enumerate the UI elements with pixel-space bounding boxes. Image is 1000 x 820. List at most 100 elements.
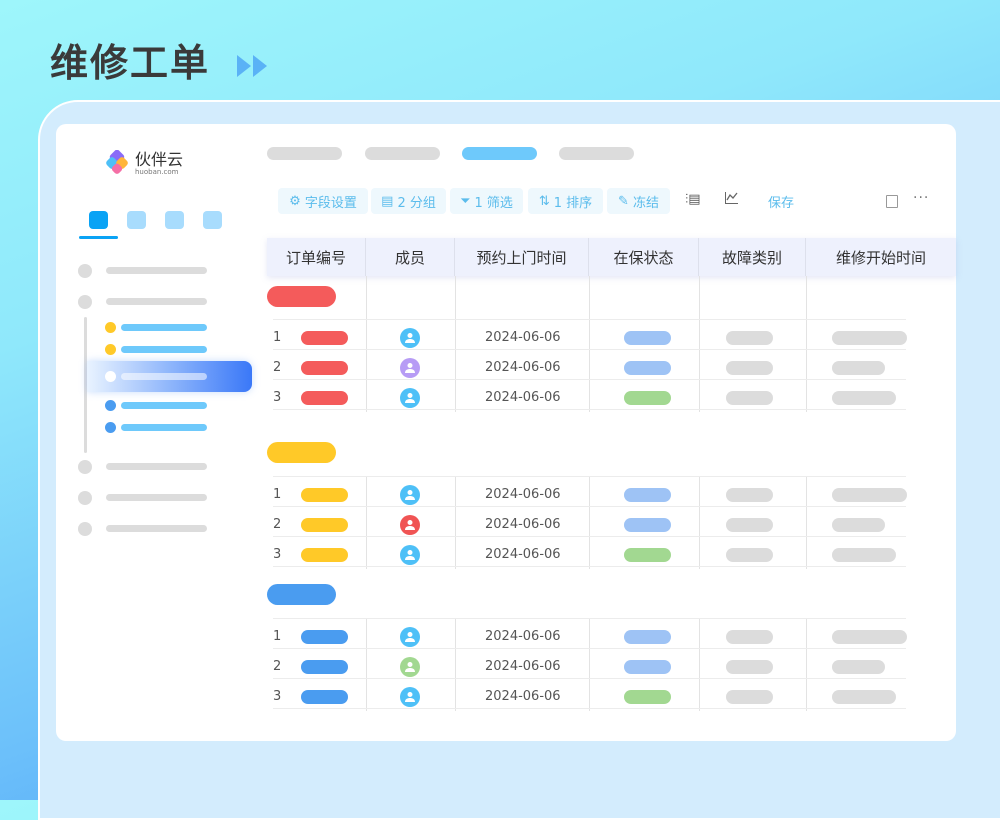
filter-button[interactable]: ⏷ 1 筛选 — [450, 188, 523, 214]
appointment-date: 2024-06-06 — [485, 689, 561, 704]
subnav-dot[interactable] — [105, 322, 116, 333]
column-divider — [699, 276, 700, 412]
subnav-dot[interactable] — [105, 400, 116, 411]
nav-label-placeholder[interactable] — [106, 267, 207, 274]
sort-button[interactable]: ⇅ 1 排序 — [528, 188, 603, 214]
table-row[interactable]: 3 2024-06-06 — [273, 383, 906, 413]
table-row[interactable]: 1 2024-06-06 — [273, 622, 907, 652]
user-icon — [405, 632, 415, 642]
column-divider — [589, 618, 590, 711]
group-label-3[interactable] — [267, 584, 336, 605]
column-header[interactable]: 故障类别 — [699, 238, 806, 276]
order-id-placeholder — [301, 690, 348, 704]
group-divider — [273, 476, 906, 477]
table-row[interactable]: 1 2024-06-06 — [273, 323, 907, 353]
nav-label-placeholder[interactable] — [106, 463, 207, 470]
column-header[interactable]: 订单编号 — [267, 238, 366, 276]
subnav-label-placeholder[interactable] — [121, 373, 207, 380]
nav-label-placeholder[interactable] — [106, 525, 207, 532]
group-button[interactable]: ▤ 2 分组 — [371, 188, 446, 214]
table-row[interactable]: 3 2024-06-06 — [273, 682, 906, 712]
subnav-label-placeholder[interactable] — [121, 324, 207, 331]
subnav-label-placeholder[interactable] — [121, 424, 207, 431]
freeze-button[interactable]: ✎ 冻结 — [607, 188, 670, 214]
chart-icon[interactable] — [725, 192, 738, 204]
save-button[interactable]: 保存 — [768, 196, 795, 211]
nav-dot[interactable] — [78, 491, 92, 505]
nav-label-placeholder[interactable] — [106, 494, 207, 501]
view-tab-1[interactable] — [267, 147, 342, 160]
row-divider — [273, 648, 906, 649]
warranty-status-tag — [624, 391, 671, 405]
column-header[interactable]: 成员 — [366, 238, 455, 276]
share-icon[interactable] — [886, 195, 898, 208]
table-row[interactable]: 3 2024-06-06 — [273, 540, 906, 570]
sidebar-tab-4[interactable] — [203, 211, 222, 229]
view-tab-4[interactable] — [559, 147, 634, 160]
warranty-status-tag — [624, 331, 671, 345]
table-row[interactable]: 2 2024-06-06 — [273, 510, 906, 540]
avatar[interactable] — [400, 687, 420, 707]
subnav-label-placeholder[interactable] — [121, 402, 207, 409]
sidebar-tab-2[interactable] — [127, 211, 146, 229]
nav-label-placeholder[interactable] — [106, 298, 207, 305]
appointment-date: 2024-06-06 — [485, 360, 561, 375]
order-id-placeholder — [301, 361, 348, 375]
nav-dot[interactable] — [78, 264, 92, 278]
sidebar-tab-3[interactable] — [165, 211, 184, 229]
view-tab-active[interactable] — [462, 147, 537, 160]
repair-start-placeholder — [832, 331, 907, 345]
filter-icon: ⏷ — [460, 193, 471, 209]
user-icon — [405, 550, 415, 560]
pin-icon: ✎ — [618, 193, 629, 209]
order-id-placeholder — [301, 660, 348, 674]
user-icon — [405, 363, 415, 373]
order-id-placeholder — [301, 630, 348, 644]
nav-dot[interactable] — [78, 460, 92, 474]
column-header[interactable]: 在保状态 — [589, 238, 699, 276]
avatar[interactable] — [400, 545, 420, 565]
table-row[interactable]: 1 2024-06-06 — [273, 480, 907, 510]
subnav-label-placeholder[interactable] — [121, 346, 207, 353]
group-label-1[interactable] — [267, 286, 336, 307]
avatar[interactable] — [400, 485, 420, 505]
fault-category-placeholder — [726, 391, 773, 405]
more-icon[interactable]: ··· — [913, 190, 930, 206]
warranty-status-tag — [624, 660, 671, 674]
fault-category-placeholder — [726, 548, 773, 562]
row-divider — [273, 506, 906, 507]
column-header[interactable]: 维修开始时间 — [835, 248, 926, 267]
column-divider — [589, 276, 590, 412]
row-number: 1 — [273, 487, 282, 502]
nav-dot[interactable] — [78, 295, 92, 309]
calendar-icon: ▤ — [381, 193, 394, 209]
avatar[interactable] — [400, 328, 420, 348]
avatar[interactable] — [400, 358, 420, 378]
warranty-status-tag — [624, 630, 671, 644]
field-settings-button[interactable]: ⚙ 字段设置 — [278, 188, 368, 214]
column-header[interactable]: 预约上门时间 — [455, 238, 589, 276]
sidebar-tab-1[interactable] — [89, 211, 108, 229]
fault-category-placeholder — [726, 331, 773, 345]
column-divider — [366, 276, 367, 412]
table-row[interactable]: 2 2024-06-06 — [273, 652, 906, 682]
repair-start-placeholder — [832, 518, 885, 532]
subnav-dot[interactable] — [105, 344, 116, 355]
logo-icon — [106, 150, 128, 174]
table-row[interactable]: 2 2024-06-06 — [273, 353, 906, 383]
logo: 伙伴云 huoban.com — [105, 150, 183, 176]
avatar[interactable] — [400, 657, 420, 677]
row-height-icon[interactable]: ⫶▤ — [685, 192, 701, 207]
column-divider — [366, 618, 367, 711]
view-tab-2[interactable] — [365, 147, 440, 160]
avatar[interactable] — [400, 388, 420, 408]
appointment-date: 2024-06-06 — [485, 547, 561, 562]
nav-dot[interactable] — [78, 522, 92, 536]
gear-icon: ⚙ — [289, 193, 301, 209]
group-label-2[interactable] — [267, 442, 336, 463]
subnav-dot[interactable] — [105, 422, 116, 433]
active-tab-indicator — [79, 236, 118, 239]
avatar[interactable] — [400, 627, 420, 647]
subnav-dot[interactable] — [105, 371, 116, 382]
avatar[interactable] — [400, 515, 420, 535]
